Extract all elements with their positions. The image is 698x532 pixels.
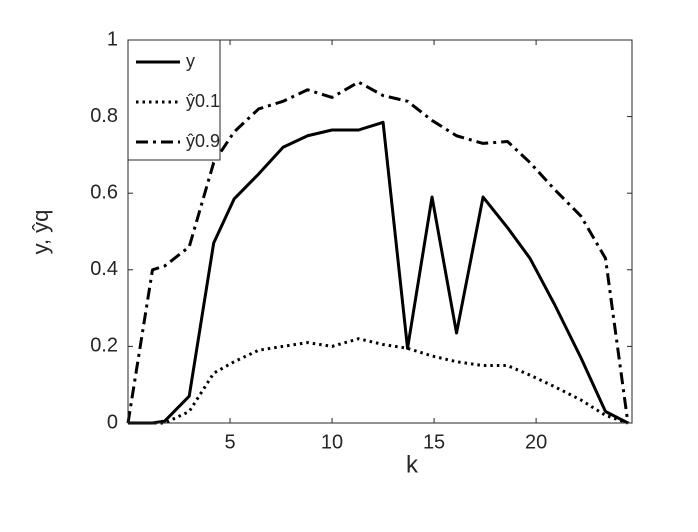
series-line [128, 337, 629, 425]
y-tick-label: 0.4 [90, 258, 118, 280]
x-tick-label: 20 [525, 431, 547, 453]
plot-frame [127, 39, 633, 424]
y-tick-label: 0.2 [90, 335, 118, 357]
x-tick-label: 5 [224, 431, 235, 453]
y-tick-label: 0 [107, 411, 118, 433]
y-axis-label: y, ŷq [28, 210, 53, 255]
legend-label: y [186, 51, 195, 71]
x-tick-label: 15 [423, 431, 445, 453]
legend-label: ŷ0.1 [186, 91, 220, 111]
x-tick-label: 10 [321, 431, 343, 453]
series-line [126, 80, 630, 424]
y-tick-label: 0.8 [90, 105, 118, 127]
y-tick-label: 0.6 [90, 181, 118, 203]
x-axis-label: k [406, 451, 419, 478]
legend-box [127, 39, 221, 161]
series-line [128, 120, 629, 425]
y-tick-label: 1 [107, 28, 118, 50]
legend-label: ŷ0.9 [186, 131, 220, 151]
